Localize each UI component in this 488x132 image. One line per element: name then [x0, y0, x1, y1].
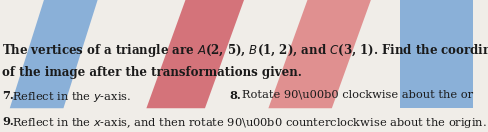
- Text: The vertices of a triangle are $\mathit{A}$(2, 5), $\mathit{B}$(1, 2), and $\mat: The vertices of a triangle are $\mathit{…: [2, 42, 488, 59]
- Text: 8.: 8.: [229, 90, 241, 101]
- Text: Rotate 90\u00b0 clockwise about the or: Rotate 90\u00b0 clockwise about the or: [242, 90, 473, 100]
- Text: of the image after the transformations given.: of the image after the transformations g…: [2, 66, 302, 79]
- Text: 7.: 7.: [2, 90, 14, 101]
- Text: Reflect in the $x$-axis, and then rotate 90\u00b0 counterclockwise about the ori: Reflect in the $x$-axis, and then rotate…: [12, 116, 487, 130]
- Text: Reflect in the $y$-axis.: Reflect in the $y$-axis.: [12, 90, 131, 104]
- Polygon shape: [268, 0, 371, 108]
- Text: 9.: 9.: [2, 116, 14, 127]
- Polygon shape: [146, 0, 244, 108]
- Polygon shape: [10, 0, 98, 108]
- Polygon shape: [400, 0, 473, 108]
